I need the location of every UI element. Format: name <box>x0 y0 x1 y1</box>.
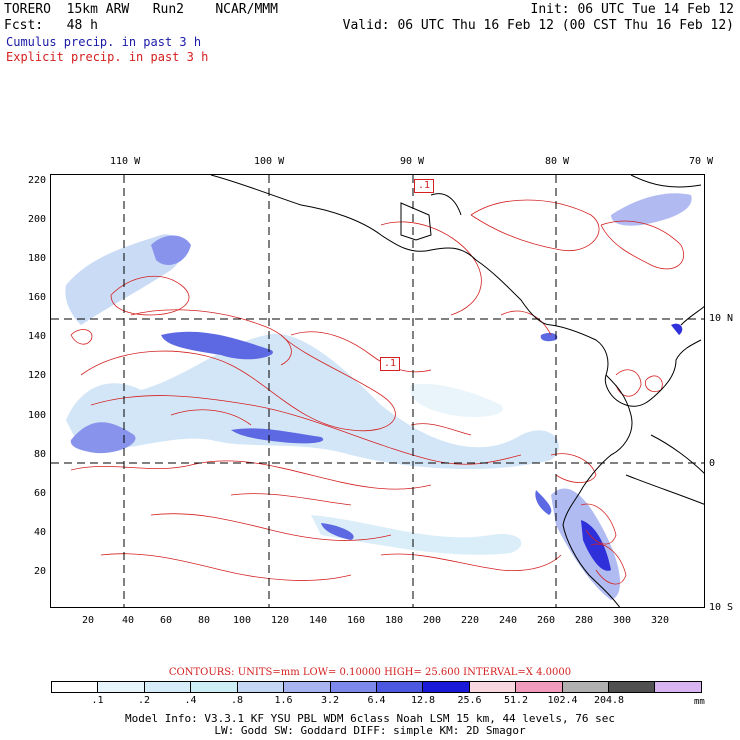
lat-label-0: 0 <box>709 458 716 469</box>
x-label-260: 260 <box>536 615 556 626</box>
y-label-40: 40 <box>33 527 46 538</box>
x-label-280: 280 <box>574 615 594 626</box>
map-svg <box>51 175 704 607</box>
colorbar-cell <box>144 682 192 692</box>
coastlines <box>210 175 704 607</box>
lon-label-100w: 100 W <box>254 156 285 167</box>
cumulus-legend-label: Cumulus precip. in past 3 h <box>6 35 202 49</box>
lon-label-70w: 70 W <box>689 156 714 167</box>
x-label-140: 140 <box>308 615 328 626</box>
x-label-200: 200 <box>422 615 442 626</box>
colorbar-label: 51.2 <box>503 695 529 706</box>
colorbar-label: 12.8 <box>410 695 436 706</box>
x-label-180: 180 <box>384 615 404 626</box>
x-label-40: 40 <box>121 615 135 626</box>
valid-time: Valid: 06 UTC Thu 16 Feb 12 (00 CST Thu … <box>342 18 734 33</box>
model-info-line-2: LW: Godd SW: Goddard DIFF: simple KM: 2D… <box>214 724 526 737</box>
colorbar-cell <box>284 682 331 692</box>
y-label-140: 140 <box>27 331 46 342</box>
lon-label-90w: 90 W <box>400 156 425 167</box>
colorbar-cell <box>330 682 377 692</box>
lat-label-10s: 10 S <box>709 602 734 613</box>
colorbar-units: mm <box>694 697 705 707</box>
precip-colorbar <box>51 681 702 693</box>
x-label-20: 20 <box>81 615 95 626</box>
lat-lon-grid <box>51 175 704 607</box>
x-label-220: 220 <box>460 615 480 626</box>
colorbar-label: .2 <box>137 695 151 706</box>
colorbar-label: 25.6 <box>457 695 482 706</box>
colorbar-cell <box>237 682 285 692</box>
x-label-80: 80 <box>197 615 211 626</box>
x-label-120: 120 <box>270 615 290 626</box>
colorbar-cell <box>516 682 563 692</box>
contour-caption: CONTOURS: UNITS=mm LOW= 0.10000 HIGH= 25… <box>168 667 572 678</box>
explicit-legend-label: Explicit precip. in past 3 h <box>6 50 209 64</box>
x-label-320: 320 <box>650 615 670 626</box>
colorbar-cell <box>52 682 99 692</box>
colorbar-label: 6.4 <box>367 695 386 706</box>
colorbar-cell <box>469 682 517 692</box>
lon-label-80w: 80 W <box>545 156 570 167</box>
contour-box-label-1: .1 <box>414 179 435 193</box>
x-label-240: 240 <box>498 615 518 626</box>
colorbar-label: 102.4 <box>547 695 578 706</box>
explicit-precip-contours <box>70 199 684 585</box>
y-label-180: 180 <box>27 253 46 264</box>
y-label-100: 100 <box>27 410 46 421</box>
colorbar-cell <box>562 682 610 692</box>
colorbar-label: .1 <box>91 695 104 706</box>
colorbar-cell <box>191 682 238 692</box>
header-title: TORERO 15km ARW Run2 NCAR/MMM <box>4 2 278 17</box>
colorbar-cell <box>98 682 145 692</box>
colorbar-cell <box>609 682 656 692</box>
y-label-120: 120 <box>27 370 46 381</box>
y-label-200: 200 <box>27 214 46 225</box>
colorbar-cell <box>655 682 701 692</box>
colorbar-label: 204.8 <box>593 695 625 706</box>
colorbar-label: 3.2 <box>320 695 340 706</box>
colorbar-label: .4 <box>184 695 197 706</box>
precip-map: .1 .1 <box>50 174 705 608</box>
colorbar-label: 1.6 <box>274 695 293 706</box>
y-label-80: 80 <box>33 449 46 460</box>
y-label-220: 220 <box>27 175 46 186</box>
x-label-300: 300 <box>612 615 632 626</box>
lat-label-10n: 10 N <box>709 313 734 324</box>
colorbar-cell <box>423 682 470 692</box>
x-label-60: 60 <box>159 615 173 626</box>
cumulus-precip-shading <box>65 193 692 600</box>
forecast-hour: Fcst: 48 h <box>4 18 98 33</box>
y-label-160: 160 <box>27 292 46 303</box>
y-label-60: 60 <box>33 488 46 499</box>
colorbar-cell <box>376 682 424 692</box>
y-label-20: 20 <box>33 566 46 577</box>
colorbar-label: .8 <box>230 695 244 706</box>
x-label-160: 160 <box>346 615 366 626</box>
x-label-100: 100 <box>232 615 252 626</box>
init-time: Init: 06 UTC Tue 14 Feb 12 <box>530 2 735 17</box>
model-info-line-1: Model Info: V3.3.1 KF YSU PBL WDM 6class… <box>124 712 616 725</box>
lon-label-110w: 110 W <box>110 156 141 167</box>
contour-box-label-2: .1 <box>380 357 401 371</box>
